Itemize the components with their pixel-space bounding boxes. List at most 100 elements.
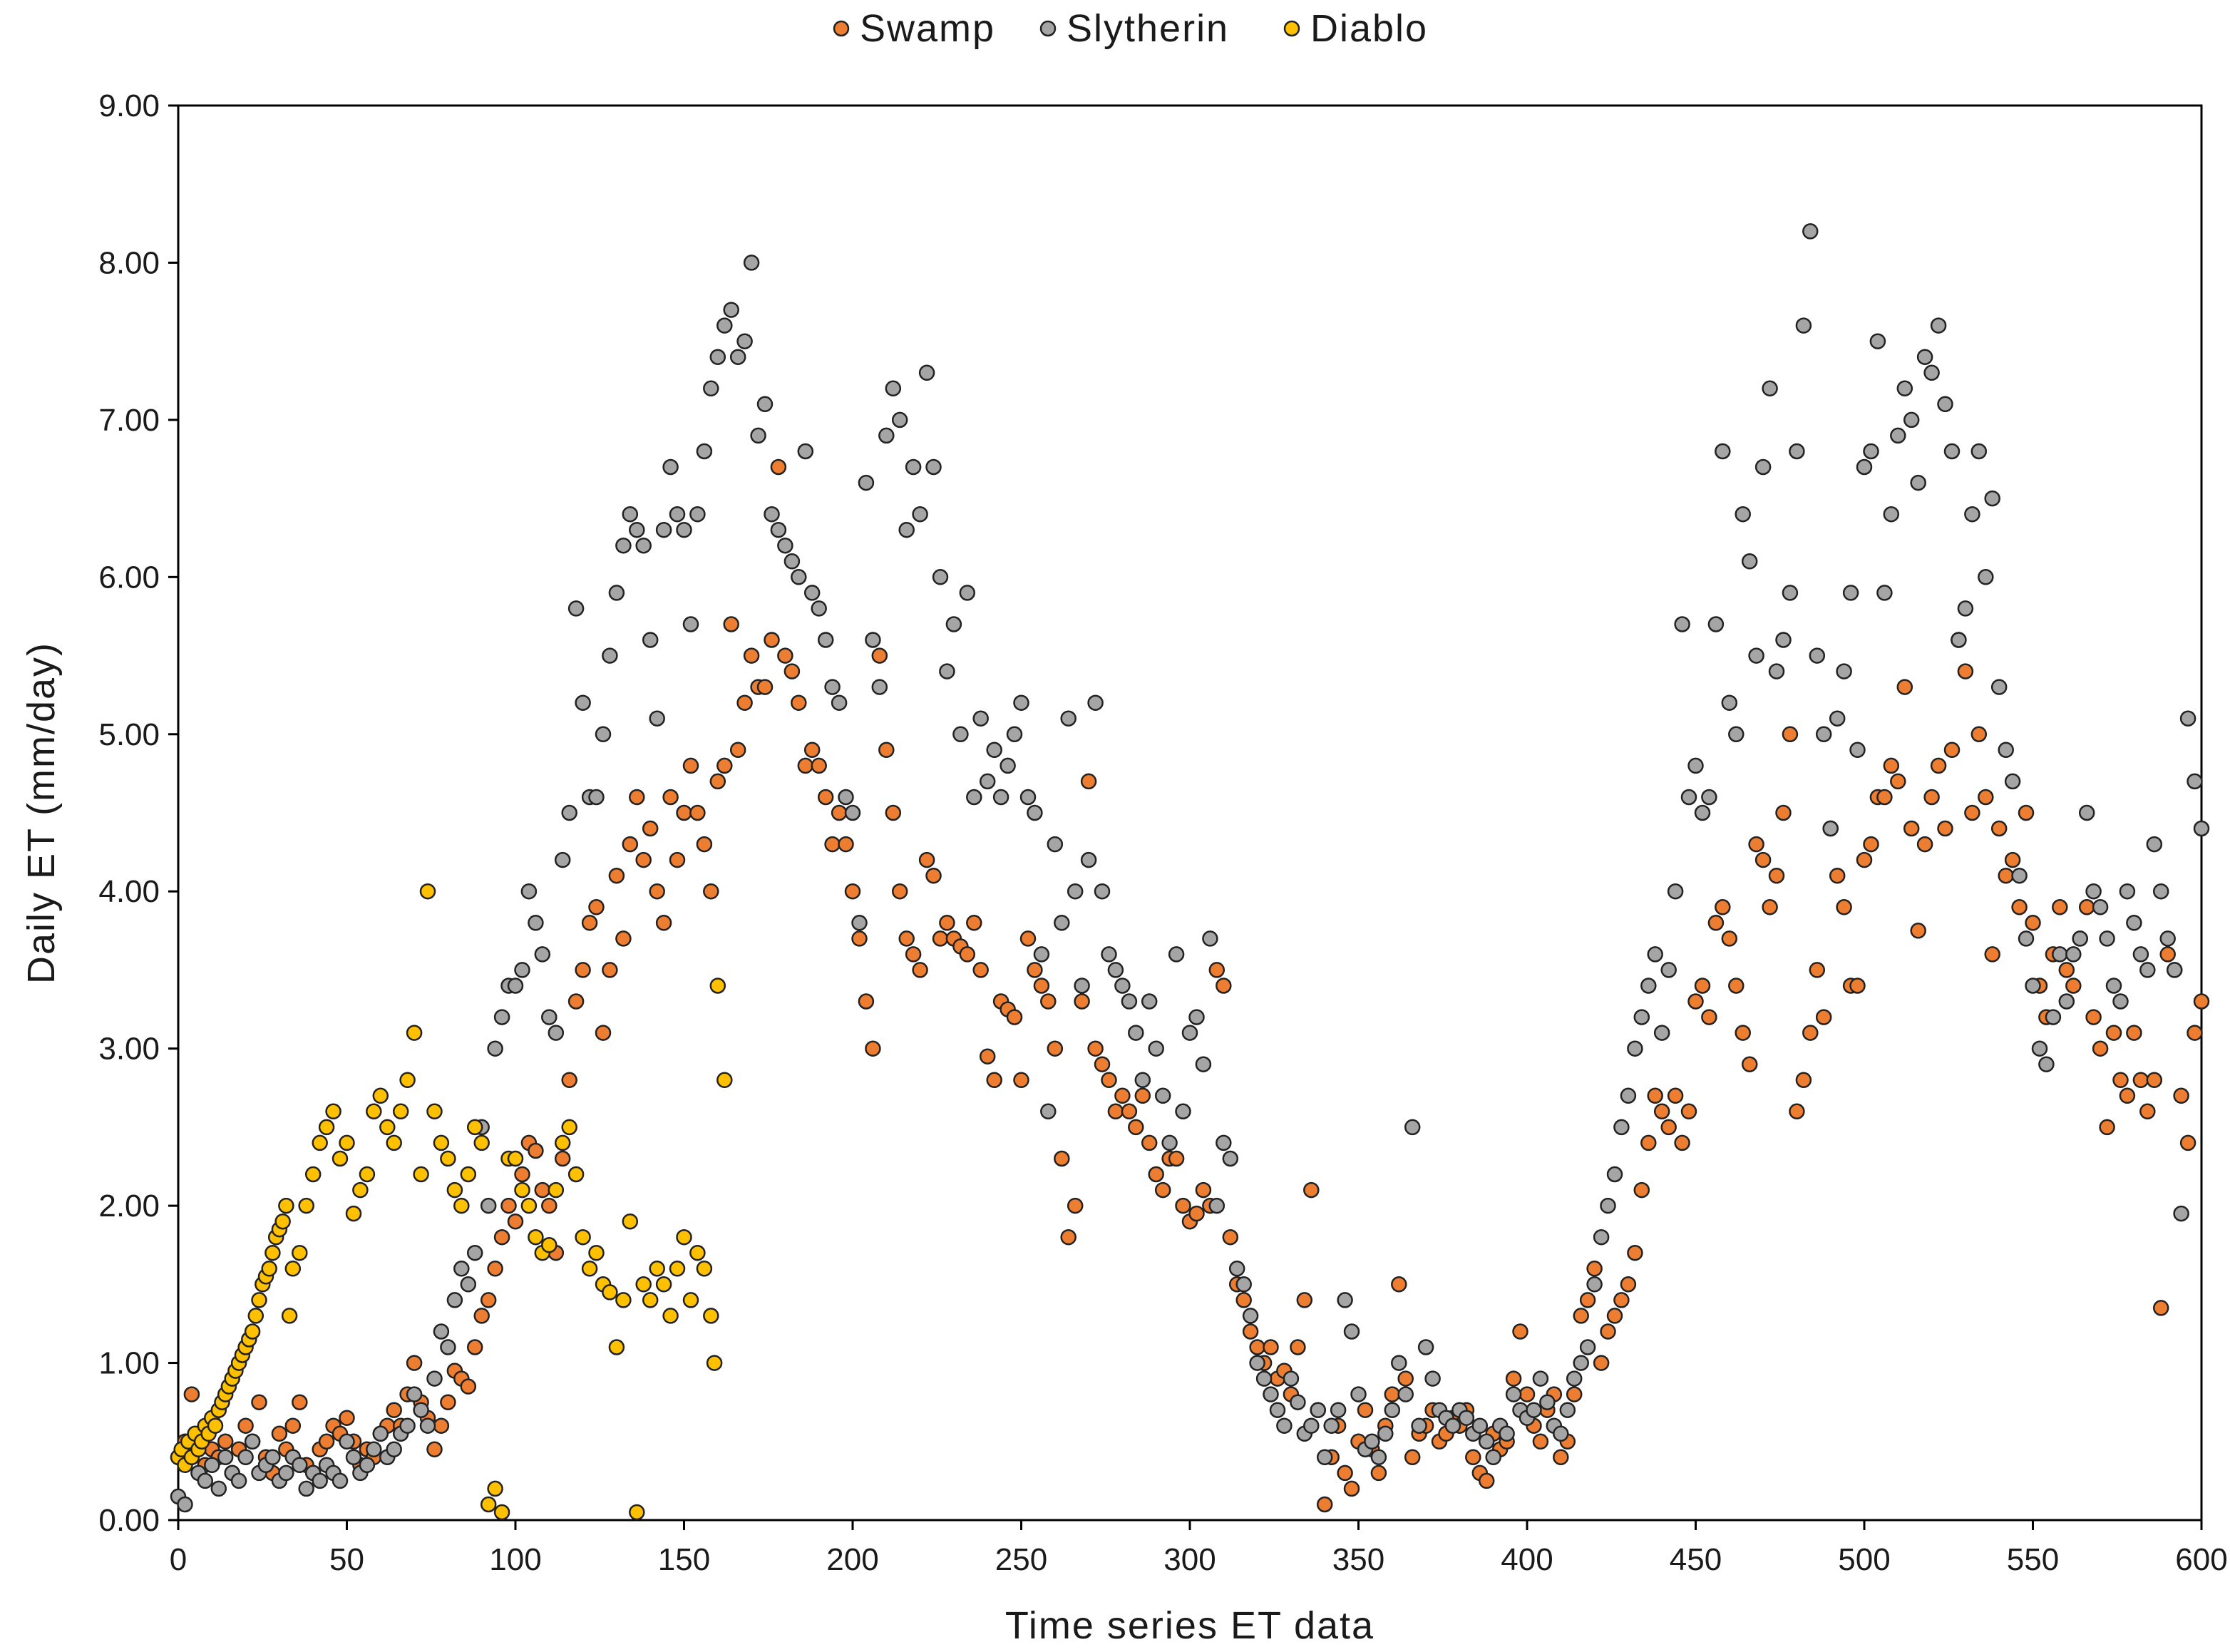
data-point-slytherin xyxy=(689,506,706,523)
data-point-swamp xyxy=(912,962,928,978)
data-point-swamp xyxy=(406,1355,423,1371)
data-point-diablo xyxy=(207,1417,224,1434)
data-point-swamp xyxy=(1094,1056,1111,1072)
data-point-slytherin xyxy=(210,1480,227,1497)
data-point-slytherin xyxy=(2085,883,2102,900)
data-point-swamp xyxy=(729,742,746,759)
data-point-swamp xyxy=(1566,1386,1583,1402)
data-point-slytherin xyxy=(1101,946,1117,963)
y-tick-label: 7.00 xyxy=(98,403,160,438)
data-point-diablo xyxy=(642,1292,659,1308)
data-point-slytherin xyxy=(1175,1103,1191,1120)
data-point-swamp xyxy=(386,1402,402,1418)
data-point-diablo xyxy=(274,1213,291,1230)
data-point-swamp xyxy=(791,694,807,711)
data-point-swamp xyxy=(1067,1197,1084,1214)
data-point-slytherin xyxy=(1613,1119,1630,1136)
data-point-slytherin xyxy=(548,1025,565,1041)
data-point-slytherin xyxy=(783,553,801,570)
data-point-slytherin xyxy=(891,411,908,429)
data-point-slytherin xyxy=(1040,1103,1057,1120)
data-point-diablo xyxy=(359,1166,376,1183)
data-point-slytherin xyxy=(1364,1433,1380,1450)
data-point-swamp xyxy=(1532,1433,1549,1450)
data-point-slytherin xyxy=(292,1457,308,1474)
data-point-swamp xyxy=(1505,1370,1522,1387)
data-point-swamp xyxy=(554,1150,571,1167)
data-point-slytherin xyxy=(1249,1355,1265,1371)
data-point-slytherin xyxy=(1667,883,1684,900)
data-point-diablo xyxy=(345,1205,362,1222)
data-point-swamp xyxy=(2011,899,2028,915)
data-point-slytherin xyxy=(520,883,538,900)
data-point-slytherin xyxy=(1047,836,1064,853)
data-point-slytherin xyxy=(588,789,605,806)
data-point-swamp xyxy=(797,757,814,774)
data-point-swamp xyxy=(2146,1072,2163,1089)
data-point-swamp xyxy=(440,1394,456,1410)
y-tick-label: 5.00 xyxy=(98,717,160,752)
data-point-swamp xyxy=(1674,1134,1690,1151)
data-point-diablo xyxy=(689,1244,706,1261)
data-point-diablo xyxy=(588,1244,605,1261)
data-point-diablo xyxy=(716,1072,733,1089)
data-point-swamp xyxy=(986,1072,1002,1089)
data-point-slytherin xyxy=(1134,1072,1151,1089)
data-point-swamp xyxy=(541,1197,558,1214)
data-point-diablo xyxy=(366,1103,382,1120)
data-point-slytherin xyxy=(1539,1394,1556,1410)
data-point-slytherin xyxy=(703,380,719,397)
data-point-slytherin xyxy=(419,1417,436,1434)
data-point-slytherin xyxy=(1735,506,1751,523)
data-point-slytherin xyxy=(177,1496,193,1513)
data-point-slytherin xyxy=(433,1323,450,1340)
data-point-slytherin xyxy=(359,1457,376,1474)
data-point-swamp xyxy=(1074,993,1090,1010)
data-point-slytherin xyxy=(1653,1025,1670,1041)
data-point-slytherin xyxy=(844,804,861,821)
data-point-swamp xyxy=(1809,962,1826,978)
data-point-diablo xyxy=(581,1261,598,1277)
data-point-slytherin xyxy=(966,789,982,806)
data-point-diablo xyxy=(372,1087,389,1104)
data-point-swamp xyxy=(1080,773,1097,790)
data-point-slytherin xyxy=(2092,899,2109,915)
data-point-swamp xyxy=(1296,1292,1313,1308)
data-point-slytherin xyxy=(865,632,881,648)
data-point-diablo xyxy=(487,1480,503,1497)
data-point-swamp xyxy=(932,930,949,947)
data-point-swamp xyxy=(567,993,585,1010)
data-point-slytherin xyxy=(413,1402,429,1418)
data-point-slytherin xyxy=(1802,223,1819,240)
data-point-slytherin xyxy=(676,521,692,538)
data-point-swamp xyxy=(561,1072,577,1089)
data-point-slytherin xyxy=(534,946,551,963)
data-point-slytherin xyxy=(1978,569,1994,585)
data-point-swamp xyxy=(1154,1181,1171,1199)
data-point-swamp xyxy=(1748,836,1764,853)
data-point-swamp xyxy=(1195,1181,1212,1199)
data-point-slytherin xyxy=(561,804,577,821)
data-point-swamp xyxy=(925,867,942,884)
data-point-slytherin xyxy=(1485,1449,1501,1466)
data-point-diablo xyxy=(548,1181,565,1199)
data-point-slytherin xyxy=(803,585,821,601)
data-point-swamp xyxy=(972,962,989,978)
data-point-slytherin xyxy=(716,317,733,334)
data-point-slytherin xyxy=(1067,883,1084,900)
data-point-swamp xyxy=(1512,1323,1528,1340)
data-point-swamp xyxy=(2179,1134,2196,1151)
data-point-slytherin xyxy=(878,427,895,444)
data-point-slytherin xyxy=(1417,1339,1434,1355)
data-point-swamp xyxy=(1465,1449,1481,1466)
data-point-slytherin xyxy=(871,679,888,695)
data-point-diablo xyxy=(696,1261,713,1277)
data-point-slytherin xyxy=(817,632,834,648)
data-point-swamp xyxy=(1863,836,1879,853)
data-point-slytherin xyxy=(426,1370,443,1387)
data-point-swamp xyxy=(2152,1300,2169,1316)
data-point-slytherin xyxy=(696,443,713,460)
data-point-slytherin xyxy=(1768,663,1785,679)
data-point-slytherin xyxy=(2031,1040,2048,1057)
